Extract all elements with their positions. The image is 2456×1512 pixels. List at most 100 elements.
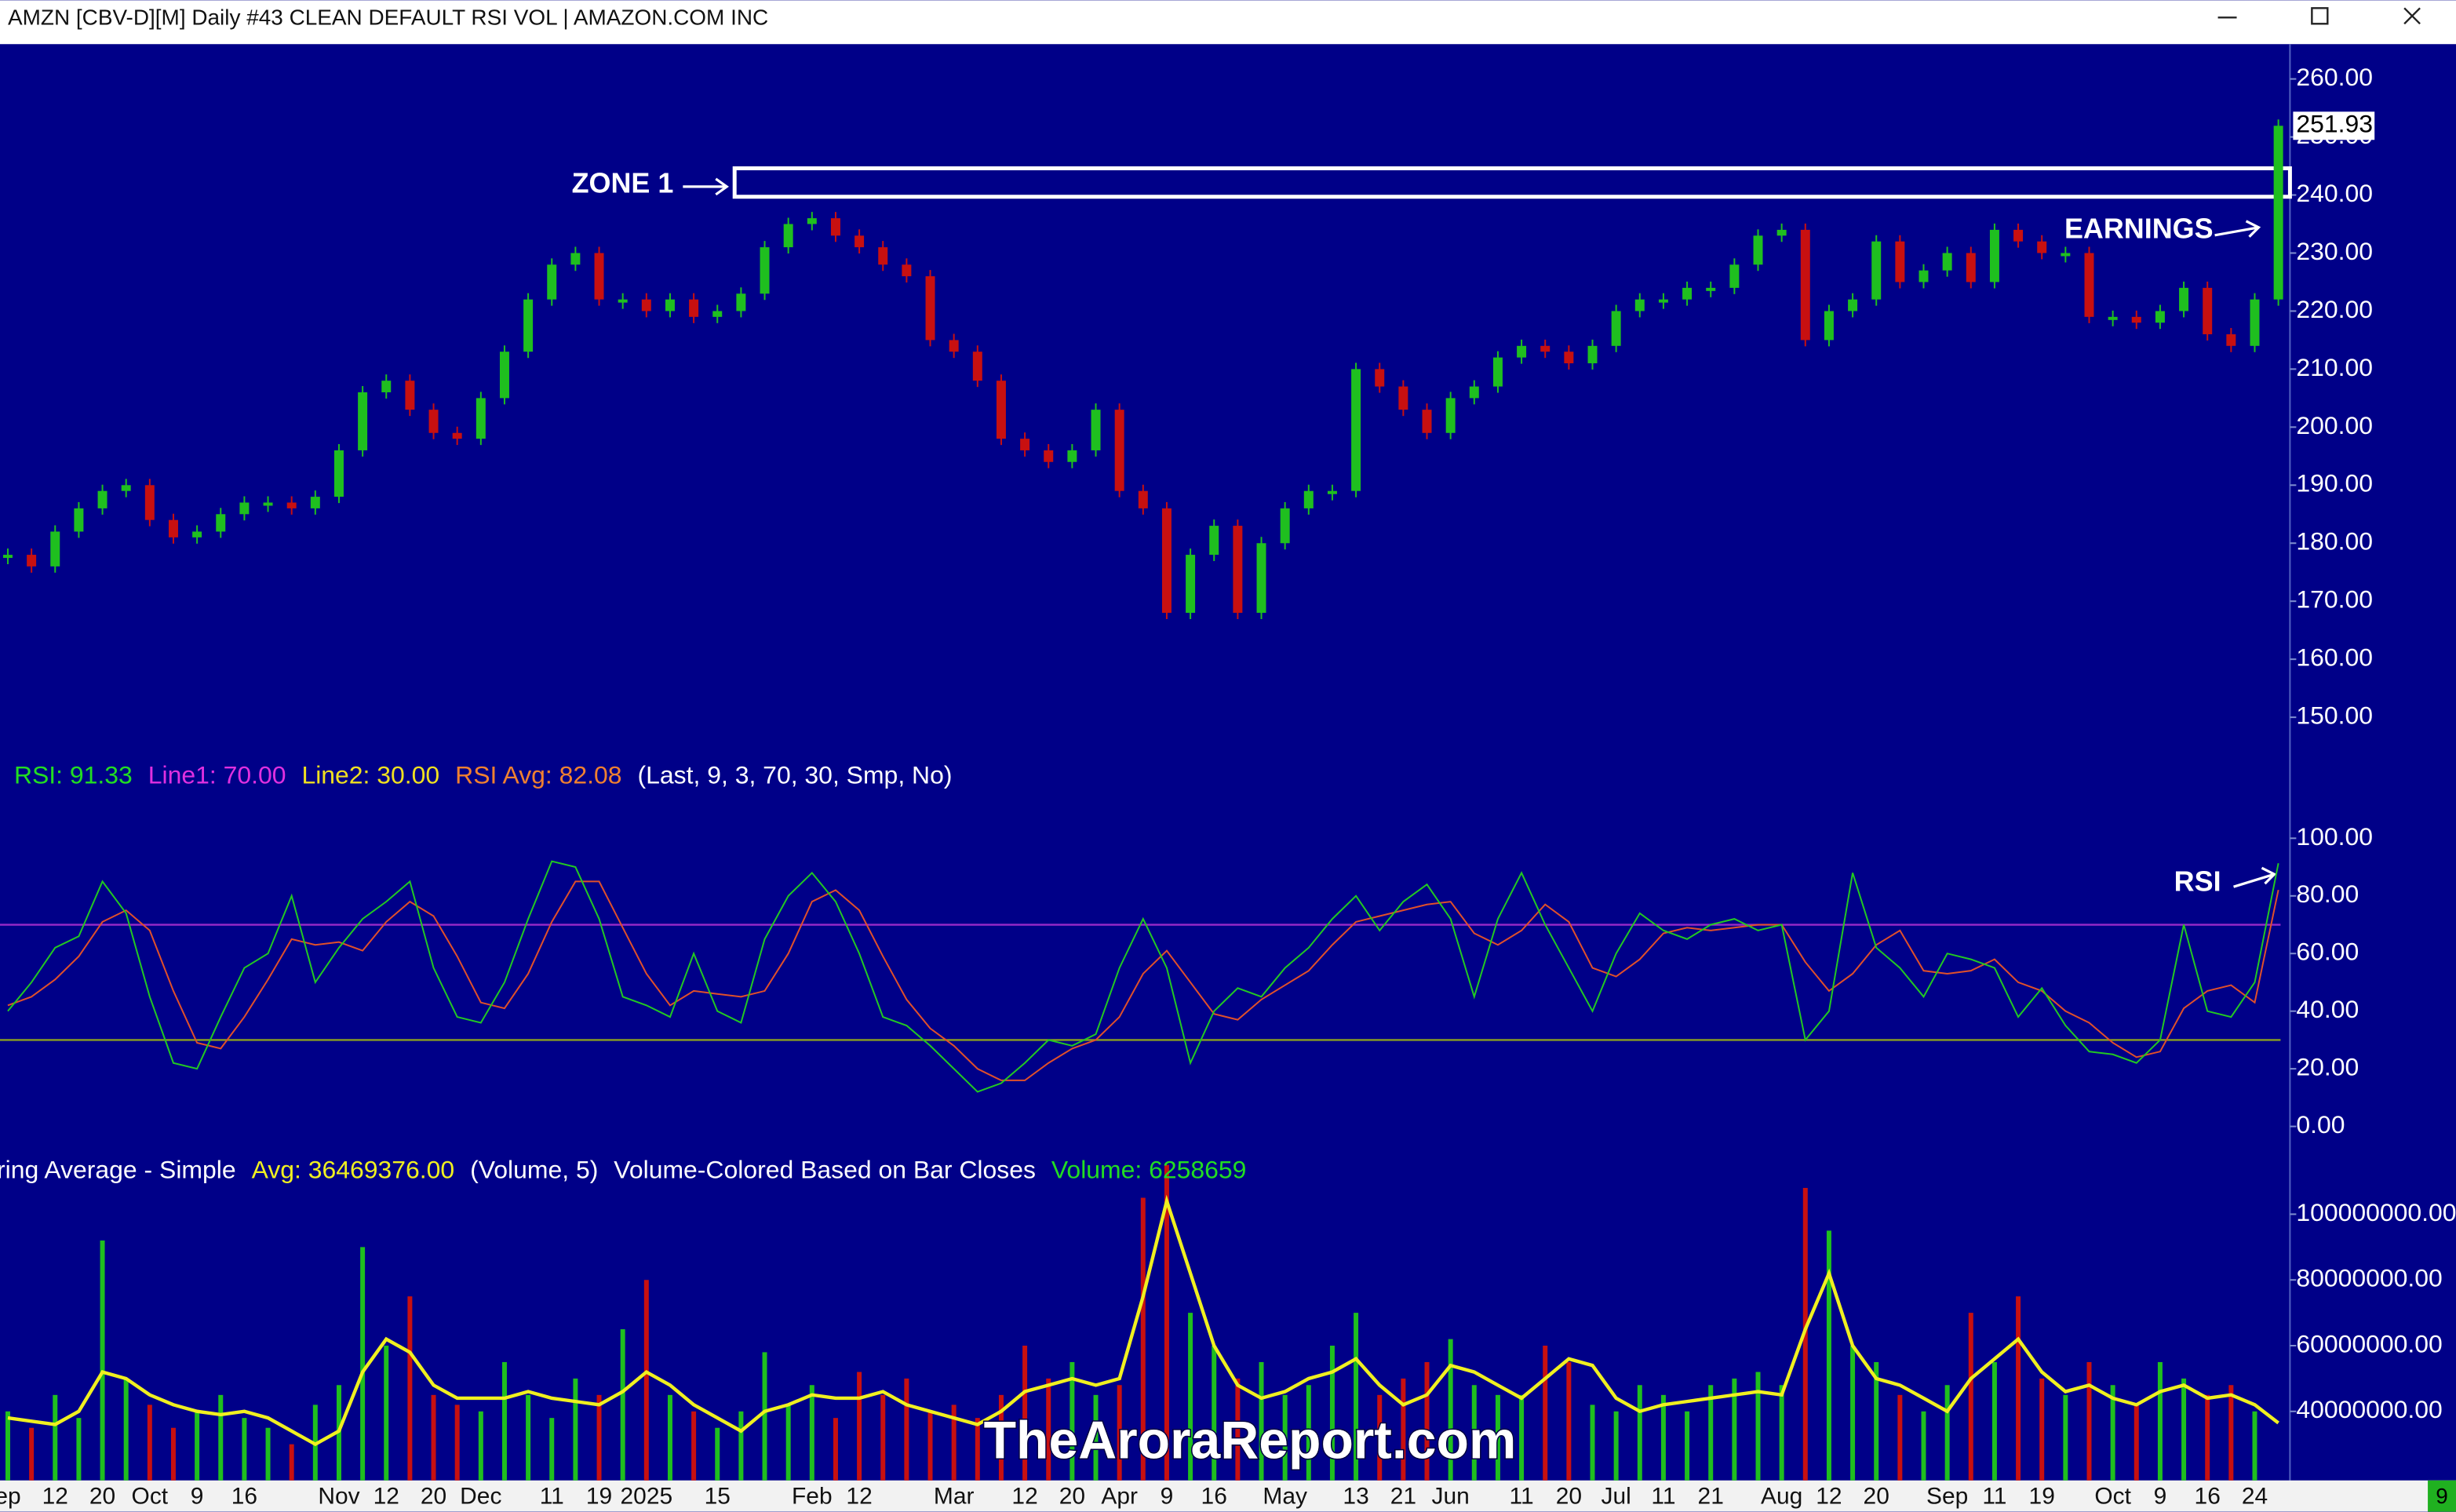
volume-bar: [1377, 1394, 1383, 1481]
rsi-avg-line: [7, 880, 2279, 1081]
volume-bar: [1968, 1313, 1973, 1481]
maximize-button[interactable]: [2311, 7, 2329, 25]
x-tick-label: Jul: [1602, 1484, 1631, 1510]
x-tick-label: 20: [1864, 1484, 1889, 1510]
candle: [2, 555, 13, 559]
candle: [2179, 287, 2189, 312]
volume-bar: [2252, 1411, 2257, 1481]
corner-label: 9: [2436, 1484, 2448, 1508]
candle: [902, 264, 912, 277]
legend-entry: (Volume, 5): [470, 1156, 598, 1184]
x-tick-label: 9: [191, 1484, 204, 1510]
candle: [949, 340, 959, 352]
candle: [783, 224, 793, 248]
volume-bar: [2110, 1385, 2115, 1481]
candle: [925, 276, 935, 341]
close-button[interactable]: [2403, 7, 2421, 25]
volume-bar: [1046, 1378, 1051, 1481]
x-tick-label: 11: [1651, 1484, 1675, 1510]
volume-bar: [809, 1385, 814, 1481]
volume-bar: [833, 1418, 838, 1481]
y-tick-label: 80.00: [2296, 880, 2359, 908]
volume-bar: [265, 1427, 271, 1481]
candle: [1020, 439, 1030, 450]
volume-bar: [1850, 1346, 1856, 1481]
candle: [996, 381, 1006, 439]
volume-bar: [1874, 1361, 1879, 1481]
candle: [523, 299, 534, 352]
volume-bar: [927, 1411, 933, 1481]
volume-bar: [242, 1418, 247, 1481]
x-tick-label: 20: [89, 1484, 115, 1510]
y-tick-label: 180.00: [2296, 527, 2373, 556]
volume-bar: [998, 1394, 1004, 1481]
x-tick-label: 19: [2029, 1484, 2055, 1510]
candle: [1209, 526, 1219, 556]
candle: [333, 450, 344, 497]
legend-entry: ring Average - Simple: [0, 1156, 236, 1184]
volume-bar: [1188, 1313, 1193, 1481]
volume-bar: [384, 1346, 389, 1481]
candle: [121, 485, 131, 491]
x-tick-label: 9: [1161, 1484, 1174, 1510]
corner-box: [2428, 1480, 2456, 1512]
y-tick-label: 190.00: [2296, 469, 2373, 497]
legend-entry: Volume: 6258659: [1051, 1156, 1246, 1184]
candle: [428, 410, 439, 433]
volume-bar: [667, 1394, 672, 1481]
volume-bar: [2157, 1361, 2163, 1481]
volume-bar: [289, 1444, 294, 1481]
x-tick-label: 12: [42, 1484, 68, 1510]
volume-bar: [620, 1329, 625, 1481]
volume-bar: [407, 1296, 413, 1481]
candle: [2155, 311, 2165, 323]
candle: [2013, 229, 2024, 242]
zone-box: [732, 166, 2292, 199]
volume-bar: [526, 1394, 531, 1481]
y-tick-label: 200.00: [2296, 411, 2373, 439]
volume-bar: [951, 1405, 957, 1481]
candle: [499, 352, 509, 399]
y-tick-label: 260.00: [2296, 63, 2373, 91]
legend-entry: Avg: 36469376.00: [252, 1156, 455, 1184]
candle: [2061, 253, 2071, 257]
volume-bar: [218, 1394, 224, 1481]
y-tick-label: 0.00: [2296, 1110, 2345, 1139]
x-tick-label: 16: [2195, 1484, 2221, 1510]
candle: [2131, 316, 2141, 323]
x-tick-label: 12: [846, 1484, 872, 1510]
volume-bar: [1755, 1372, 1761, 1481]
volume-bar: [2016, 1296, 2021, 1481]
title-bar: [0, 0, 2456, 45]
candle: [286, 502, 297, 508]
volume-bar: [1424, 1361, 1430, 1481]
candle: [358, 392, 368, 450]
x-tick-label: 12: [374, 1484, 399, 1510]
volume-bar: [2181, 1378, 2187, 1481]
y-tick-label: 220.00: [2296, 295, 2373, 323]
x-tick-label: 11: [1982, 1484, 2006, 1510]
candle: [1824, 311, 1834, 341]
volume-bar: [5, 1411, 10, 1481]
candle: [1351, 369, 1361, 491]
candle: [1611, 311, 1621, 346]
volume-bar: [1637, 1385, 1642, 1481]
date-axis-strip: [0, 1480, 2456, 1512]
candle: [1706, 287, 1716, 291]
volume-bar: [785, 1405, 791, 1481]
y-tick-label: 60.00: [2296, 938, 2359, 966]
volume-bar: [360, 1247, 366, 1481]
candle: [618, 299, 628, 303]
y-tick-label: 240.00: [2296, 179, 2373, 207]
volume-bar: [1140, 1197, 1146, 1481]
x-tick-label: ep: [0, 1484, 21, 1510]
candle: [1492, 357, 1503, 387]
legend-entry: Volume-Colored Based on Bar Closes: [614, 1156, 1036, 1184]
volume-bar: [738, 1411, 744, 1481]
volume-bar: [1732, 1378, 1737, 1481]
rsi-line: [7, 860, 2279, 1093]
candle: [760, 247, 770, 294]
x-tick-label: 2025: [621, 1484, 673, 1510]
volume-bar: [1991, 1361, 1997, 1481]
volume-bar: [76, 1418, 82, 1481]
